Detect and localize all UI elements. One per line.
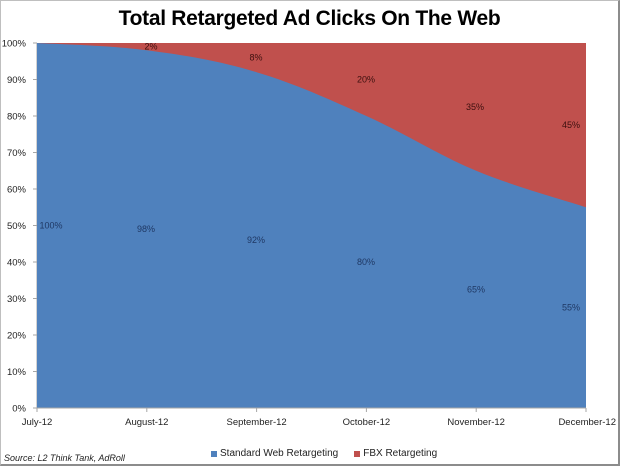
y-tick-label: 20% — [7, 331, 27, 342]
data-label-fbx: 20% — [357, 75, 375, 85]
y-tick-label: 0% — [12, 404, 26, 415]
y-tick-label: 70% — [7, 148, 27, 159]
data-label-fbx: 8% — [249, 53, 262, 63]
data-label-standard: 65% — [467, 284, 485, 294]
legend-swatch-red-icon — [354, 450, 361, 457]
data-labels: 100% 98% 92% 80% 65% 55% 2% 8% 20% 35% 45% — [39, 42, 580, 313]
source-note: Source: L2 Think Tank, AdRoll — [4, 453, 125, 463]
x-tick-label: July-12 — [22, 417, 53, 428]
data-label-standard: 100% — [39, 221, 62, 231]
x-tick-label: September-12 — [226, 417, 286, 428]
chart-title: Total Retargeted Ad Clicks On The Web — [118, 7, 501, 30]
y-tick-label: 30% — [7, 294, 27, 305]
data-label-standard: 92% — [247, 235, 265, 245]
legend-item-fbx: FBX Retargeting — [354, 448, 437, 459]
data-label-standard: 98% — [137, 224, 155, 234]
data-label-fbx: 35% — [466, 102, 484, 112]
area-standard-web-retargeting — [37, 43, 586, 408]
x-tick-label: December-12 — [558, 417, 616, 428]
y-tick-label: 60% — [7, 185, 27, 196]
y-tick-label: 80% — [7, 112, 27, 123]
legend: Standard Web Retargeting FBX Retargeting — [211, 448, 437, 459]
y-tick-label: 40% — [7, 258, 27, 269]
data-label-standard: 55% — [562, 303, 580, 313]
x-tick-label: August-12 — [125, 417, 168, 428]
legend-label: Standard Web Retargeting — [220, 448, 339, 459]
legend-label: FBX Retargeting — [363, 448, 438, 459]
legend-swatch-blue-icon — [211, 450, 217, 457]
plot-areas — [37, 43, 586, 408]
x-tick-label: October-12 — [343, 417, 391, 428]
data-label-fbx: 45% — [562, 120, 580, 130]
y-tick-label: 90% — [7, 75, 27, 86]
x-tick-label: November-12 — [447, 417, 505, 428]
y-axis: 0% 10% 20% 30% 40% 50% 60% 70% 80% 90% 100% — [2, 39, 38, 415]
data-label-fbx: 2% — [144, 42, 157, 52]
y-tick-label: 10% — [7, 367, 27, 378]
legend-item-standard-web: Standard Web Retargeting — [211, 448, 338, 459]
data-label-standard: 80% — [357, 257, 375, 267]
y-tick-label: 100% — [2, 39, 27, 50]
x-axis: July-12 August-12 September-12 October-12 No… — [22, 407, 616, 428]
y-tick-label: 50% — [7, 221, 27, 232]
